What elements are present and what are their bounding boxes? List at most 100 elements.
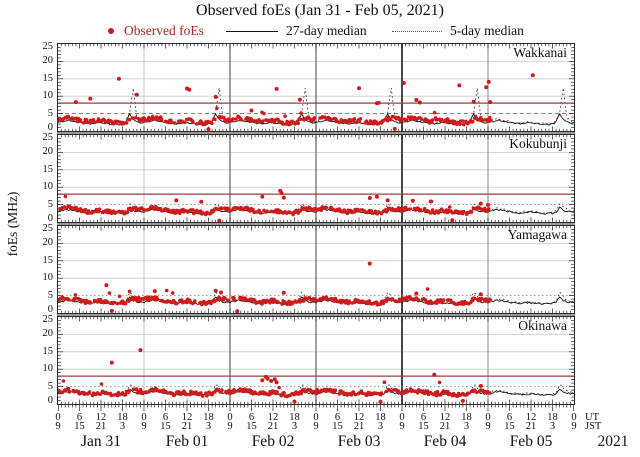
ut-tick-label: 6 <box>76 412 83 423</box>
y-tick-label: 15 <box>42 72 54 84</box>
legend-median5-label: 5-day median <box>450 23 524 38</box>
y-tick-label: 10 <box>42 272 54 284</box>
y-tick-label: 15 <box>42 163 54 175</box>
observed-dot-marker <box>108 28 114 34</box>
jst-tick-label: 3 <box>549 421 556 432</box>
jst-tick-label: 3 <box>119 421 126 432</box>
panel-plot-wakkanai <box>58 44 574 131</box>
y-tick-label: 0 <box>47 122 53 133</box>
y-tick-label: 25 <box>42 223 54 234</box>
jst-tick-label: 9 <box>141 421 147 432</box>
ut-tick-label: 18 <box>289 412 300 423</box>
jst-tick-label: 15 <box>332 421 343 432</box>
jst-tick-label: 9 <box>227 421 233 432</box>
jst-tick-label: 21 <box>353 421 365 432</box>
y-tick-label: 5 <box>47 198 53 210</box>
bottom-tick-strip <box>58 405 574 411</box>
observed-scatter <box>58 188 491 222</box>
ut-tick-label: 6 <box>248 412 255 423</box>
jst-tick-label: 21 <box>181 421 193 432</box>
y-tick-label: 5 <box>47 107 53 119</box>
y-tick-label: 0 <box>47 395 53 406</box>
ut-tick-label: 6 <box>420 412 427 423</box>
day-label: Feb 03 <box>337 433 381 450</box>
ut-tick-label: 12 <box>353 412 365 423</box>
day-label: Feb 04 <box>423 433 467 450</box>
gridlines <box>58 44 574 131</box>
panel-plot-yamagawa <box>58 226 574 313</box>
ut-tick-label: 6 <box>506 412 513 423</box>
jst-tick-label: 15 <box>418 421 429 432</box>
y-tick-label: 5 <box>47 289 53 301</box>
legend-observed-label: Observed foEs <box>124 23 204 38</box>
legend-median5: 5-day median <box>392 22 524 40</box>
station-label-wakkanai: Wakkanai <box>513 45 567 60</box>
jst-tick-label: 3 <box>463 421 470 432</box>
jst-tick-label: 15 <box>504 421 515 432</box>
ut-tick-label: 0 <box>313 412 319 423</box>
ut-tick-label: 12 <box>95 412 107 423</box>
jst-tick-label: 9 <box>571 421 577 432</box>
median27-line <box>58 296 574 305</box>
jst-tick-label: 3 <box>291 421 298 432</box>
solid-line-marker <box>226 30 278 32</box>
jst-tick-label: 21 <box>95 421 107 432</box>
ut-tick-label: 18 <box>547 412 558 423</box>
y-tick-label: 0 <box>47 304 53 315</box>
jst-tick-label: 21 <box>439 421 451 432</box>
panel-plot-okinawa <box>58 317 574 404</box>
ut-tick-label: 6 <box>334 412 341 423</box>
y-tick-label: 25 <box>42 132 54 143</box>
y-tick-label: 20 <box>42 55 54 67</box>
ut-tick-label: 18 <box>203 412 214 423</box>
panel-okinawa: Okinawa <box>57 316 575 405</box>
y-tick-label: 15 <box>42 345 54 357</box>
panel-yamagawa: Yamagawa <box>57 225 575 314</box>
day-label: Feb 05 <box>509 433 553 450</box>
jst-tick-label: 9 <box>55 421 61 432</box>
y-tick-label: 20 <box>42 146 54 158</box>
panel-separator <box>57 314 575 316</box>
jst-tick-label: 21 <box>267 421 279 432</box>
jst-tick-label: 9 <box>313 421 319 432</box>
ut-tick-label: 0 <box>571 412 577 423</box>
ut-tick-label: 0 <box>55 412 61 423</box>
y-tick-label: 25 <box>42 314 54 325</box>
jst-tick-label: 3 <box>205 421 212 432</box>
jst-tick-label: 9 <box>485 421 491 432</box>
gridlines <box>58 226 574 313</box>
y-tick-label: 20 <box>42 237 54 249</box>
dotted-line-marker <box>392 30 442 32</box>
tick-marks <box>58 317 574 404</box>
observed-scatter <box>58 261 492 313</box>
y-tick-label: 10 <box>42 363 54 375</box>
jst-tick-label: 3 <box>377 421 384 432</box>
panels-container: Wakkanai Kokubunji Yamagawa Okinawa <box>57 43 575 405</box>
tick-marks <box>58 226 574 313</box>
tick-marks <box>58 44 574 131</box>
year-label: 2021 <box>597 433 629 450</box>
panel-plot-kokubunji <box>58 135 574 222</box>
chart-title: Observed foEs (Jan 31 - Feb 05, 2021) <box>196 2 444 19</box>
panel-separator <box>57 132 575 134</box>
jst-tick-label: 9 <box>399 421 405 432</box>
median27-line <box>58 206 574 215</box>
ut-tick-label: 6 <box>162 412 169 423</box>
observed-scatter <box>58 73 535 131</box>
y-tick-label: 10 <box>42 90 54 102</box>
ut-tick-label: 0 <box>485 412 491 423</box>
ut-tick-label: 18 <box>461 412 472 423</box>
y-tick-label: 25 <box>42 41 54 52</box>
jst-tick-label: 15 <box>160 421 171 432</box>
y-tick-label: 20 <box>42 328 54 340</box>
legend-median27-label: 27-day median <box>286 23 367 38</box>
legend-observed: Observed foEs <box>108 22 204 40</box>
ut-tick-label: 0 <box>141 412 147 423</box>
ut-tick-label: 12 <box>439 412 451 423</box>
jst-tick-label: 15 <box>74 421 85 432</box>
day-label: Feb 02 <box>251 433 295 450</box>
day-label: Feb 01 <box>165 433 209 450</box>
ut-tick-label: 0 <box>399 412 405 423</box>
ut-tick-label: 12 <box>267 412 279 423</box>
